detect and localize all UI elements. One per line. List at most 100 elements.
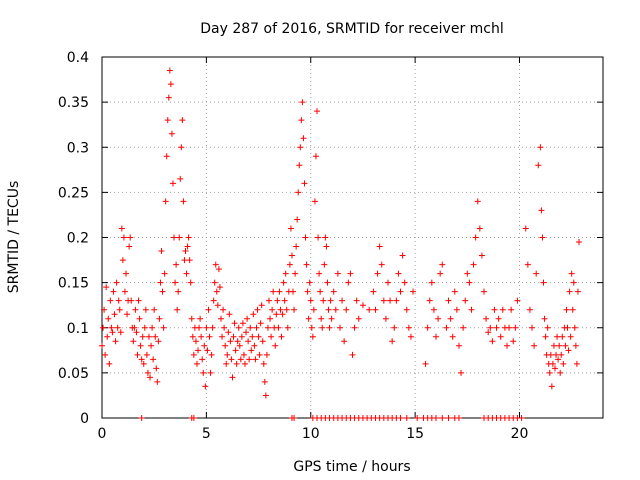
data-point-plus xyxy=(134,351,141,358)
y-tick-label: 0.2 xyxy=(67,231,89,247)
data-point-plus xyxy=(455,415,462,421)
data-point-plus xyxy=(401,279,408,286)
data-point-plus xyxy=(193,360,200,367)
chart-title: Day 287 of 2016, SRMTID for receiver mch… xyxy=(200,21,504,37)
data-point-plus xyxy=(544,324,551,331)
data-point-plus xyxy=(227,338,234,345)
data-point-plus xyxy=(345,279,352,286)
data-point-plus xyxy=(474,198,481,205)
data-point-plus xyxy=(297,144,304,151)
y-tick-label: 0.25 xyxy=(58,185,89,201)
data-point-plus xyxy=(184,243,191,250)
data-point-plus xyxy=(332,306,339,313)
data-point-plus xyxy=(302,234,309,241)
data-point-plus xyxy=(133,329,140,336)
data-point-plus xyxy=(288,252,295,259)
data-point-plus xyxy=(137,342,144,349)
data-point-plus xyxy=(553,351,560,358)
data-point-plus xyxy=(384,279,391,286)
x-tick-label: 5 xyxy=(202,426,211,442)
data-point-plus xyxy=(250,311,257,318)
data-point-plus xyxy=(563,306,570,313)
data-point-plus xyxy=(256,351,263,358)
data-point-plus xyxy=(497,333,504,340)
data-point-plus xyxy=(168,130,175,137)
data-point-plus xyxy=(499,306,506,313)
data-point-plus xyxy=(267,315,274,322)
data-point-plus xyxy=(159,288,166,295)
data-point-plus xyxy=(387,297,394,304)
data-point-plus xyxy=(326,324,333,331)
data-point-plus xyxy=(188,315,195,322)
data-point-plus xyxy=(204,347,211,354)
data-point-plus xyxy=(439,261,446,268)
data-point-plus xyxy=(550,342,557,349)
data-point-plus xyxy=(334,270,341,277)
data-point-plus xyxy=(153,365,160,372)
data-point-plus xyxy=(284,324,291,331)
data-point-plus xyxy=(118,225,125,232)
data-point-plus xyxy=(428,279,435,286)
data-point-plus xyxy=(306,279,313,286)
data-point-plus xyxy=(366,306,373,313)
axis-ticks: 0 5 10 15 20 0 0.05 0.1 0.15 0.2 0.25 0.3 0.35 0.4 xyxy=(58,50,603,442)
data-point-plus xyxy=(359,302,366,309)
data-point-plus xyxy=(141,324,148,331)
data-point-plus xyxy=(258,302,265,309)
data-point-plus xyxy=(321,261,328,268)
data-point-plus xyxy=(439,415,446,421)
data-point-plus xyxy=(119,257,126,264)
data-point-plus xyxy=(518,415,525,421)
data-point-plus xyxy=(123,270,130,277)
data-point-plus xyxy=(458,369,465,376)
data-point-plus xyxy=(138,415,145,421)
data-point-plus xyxy=(139,333,146,340)
data-point-plus xyxy=(270,288,277,295)
data-point-plus xyxy=(266,297,272,304)
data-point-plus xyxy=(464,270,471,277)
data-point-plus xyxy=(249,333,256,340)
data-point-plus xyxy=(539,234,546,241)
data-point-plus xyxy=(243,329,250,336)
data-point-plus xyxy=(166,67,173,74)
data-point-plus xyxy=(269,306,276,313)
data-point-plus xyxy=(231,320,238,327)
data-point-plus xyxy=(397,288,404,295)
data-point-plus xyxy=(567,333,574,340)
data-point-plus xyxy=(230,333,237,340)
data-point-plus xyxy=(301,180,308,187)
data-point-plus xyxy=(424,324,431,331)
data-point-plus xyxy=(115,297,122,304)
data-point-plus xyxy=(291,306,298,313)
data-point-plus xyxy=(185,234,192,241)
data-point-plus xyxy=(294,216,301,223)
data-point-plus xyxy=(407,333,414,340)
data-point-plus xyxy=(540,279,547,286)
data-point-plus xyxy=(257,320,264,327)
data-point-plus xyxy=(171,234,178,241)
data-point-plus xyxy=(572,342,579,349)
data-point-plus xyxy=(443,324,450,331)
data-point-plus xyxy=(319,324,326,331)
data-point-plus xyxy=(233,360,240,367)
data-point-plus xyxy=(234,338,241,345)
data-point-plus xyxy=(574,288,581,295)
data-point-plus xyxy=(244,315,251,322)
data-point-plus xyxy=(292,270,299,277)
data-point-plus xyxy=(198,333,205,340)
y-tick-label: 0.1 xyxy=(67,321,89,337)
data-point-plus xyxy=(144,369,151,376)
data-point-plus xyxy=(221,324,228,331)
data-point-plus xyxy=(310,306,317,313)
x-tick-label: 10 xyxy=(302,426,320,442)
data-point-plus xyxy=(445,415,452,421)
data-point-plus xyxy=(158,248,165,255)
data-point-plus xyxy=(172,279,179,286)
data-point-plus xyxy=(466,279,473,286)
data-point-plus xyxy=(378,261,385,268)
data-point-plus xyxy=(224,351,231,358)
data-point-plus xyxy=(155,338,162,345)
data-point-plus xyxy=(114,324,121,331)
data-point-plus xyxy=(103,284,110,291)
